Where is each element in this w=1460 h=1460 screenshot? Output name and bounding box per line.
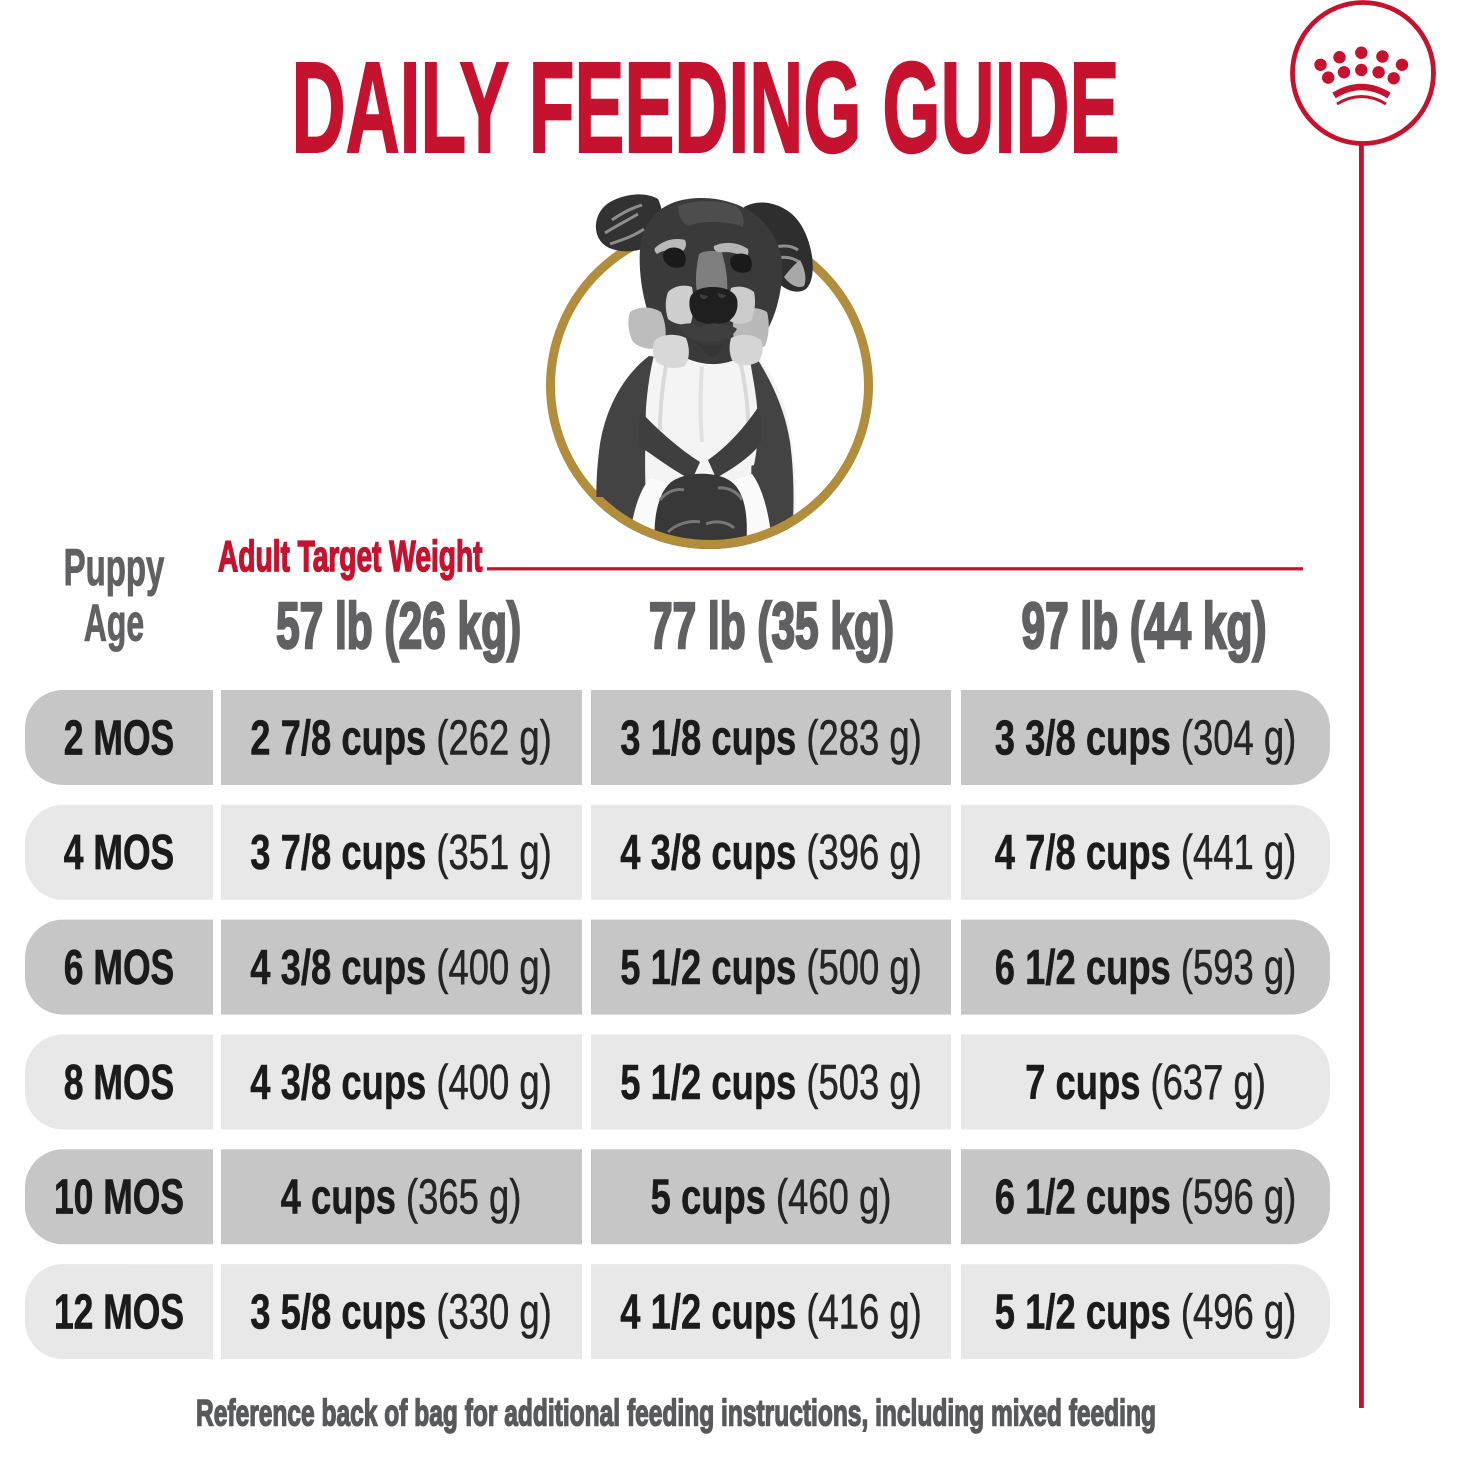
svg-text:6 MOS: 6 MOS [64,940,174,995]
svg-text:3 3/8 cups (304 g): 3 3/8 cups (304 g) [995,711,1296,766]
svg-text:10 MOS: 10 MOS [54,1170,184,1225]
svg-text:Puppy: Puppy [64,540,165,597]
svg-text:4 7/8 cups (441 g): 4 7/8 cups (441 g) [995,826,1296,881]
svg-text:5 1/2 cups (500 g): 5 1/2 cups (500 g) [620,941,921,996]
svg-text:5 1/2 cups (503 g): 5 1/2 cups (503 g) [620,1056,921,1111]
svg-text:6 1/2 cups (593 g): 6 1/2 cups (593 g) [995,941,1296,996]
svg-text:Reference back of bag for addi: Reference back of bag for additional fee… [196,1391,1156,1434]
svg-text:6 1/2 cups (596 g): 6 1/2 cups (596 g) [995,1170,1296,1225]
svg-text:3 1/8 cups (283 g): 3 1/8 cups (283 g) [620,711,921,766]
svg-text:4 3/8 cups (396 g): 4 3/8 cups (396 g) [620,826,921,881]
svg-text:DAILY FEEDING GUIDE: DAILY FEEDING GUIDE [292,36,1120,180]
svg-text:8 MOS: 8 MOS [64,1055,174,1110]
svg-text:2 7/8 cups (262 g): 2 7/8 cups (262 g) [250,711,551,766]
svg-text:57 lb (26 kg): 57 lb (26 kg) [276,589,521,663]
svg-text:Adult Target Weight: Adult Target Weight [218,532,482,581]
svg-text:4 3/8 cups (400 g): 4 3/8 cups (400 g) [250,941,551,996]
svg-text:5 1/2 cups (496 g): 5 1/2 cups (496 g) [995,1285,1296,1340]
svg-text:4 3/8 cups (400 g): 4 3/8 cups (400 g) [250,1056,551,1111]
svg-text:Age: Age [84,595,144,653]
svg-text:77 lb (35 kg): 77 lb (35 kg) [649,589,894,663]
svg-text:4 1/2 cups (416 g): 4 1/2 cups (416 g) [620,1285,921,1340]
svg-text:4 cups (365 g): 4 cups (365 g) [281,1170,522,1225]
svg-text:3 7/8 cups (351 g): 3 7/8 cups (351 g) [250,826,551,881]
svg-text:3 5/8 cups (330 g): 3 5/8 cups (330 g) [250,1285,551,1340]
svg-text:7 cups (637 g): 7 cups (637 g) [1025,1056,1266,1111]
svg-text:2 MOS: 2 MOS [64,711,174,766]
svg-text:12 MOS: 12 MOS [54,1285,184,1340]
svg-text:5 cups (460 g): 5 cups (460 g) [651,1170,892,1225]
svg-text:4 MOS: 4 MOS [64,826,174,881]
svg-text:97 lb (44 kg): 97 lb (44 kg) [1021,589,1266,663]
